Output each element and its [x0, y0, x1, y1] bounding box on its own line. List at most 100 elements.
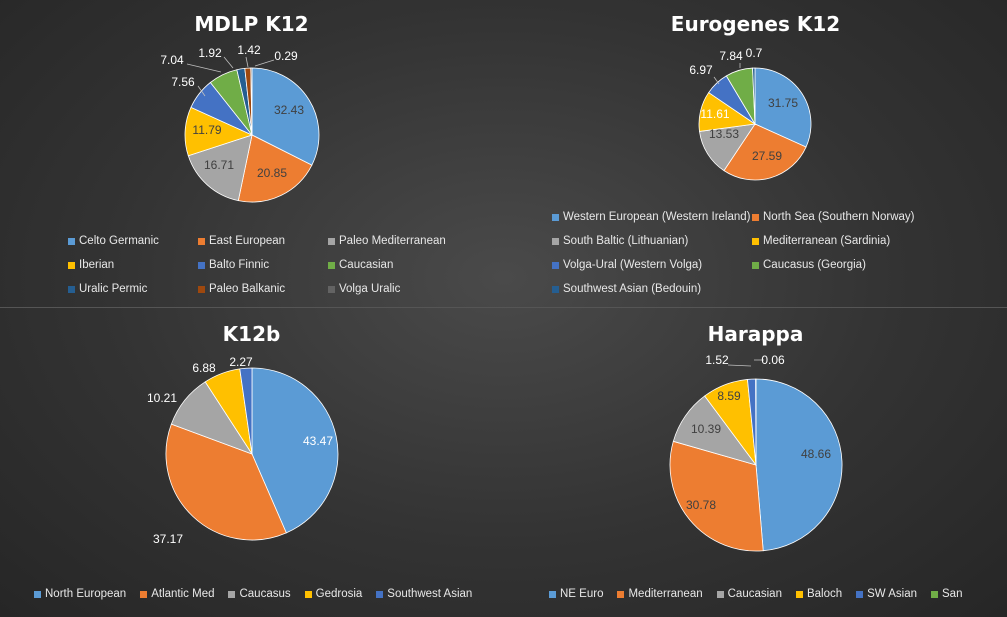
legend-item-volga-uralic[interactable]: Volga Uralic — [328, 279, 452, 299]
legend-label: Southwest Asian (Bedouin) — [563, 283, 702, 295]
data-label-caucasus: 10.21 — [147, 391, 177, 405]
legend-item-western-european-western-ireland[interactable]: Western European (Western Ireland) — [552, 207, 751, 227]
legend-swatch — [552, 213, 559, 221]
pie-slice-paleo-mediterranean[interactable] — [187, 134, 253, 202]
legend-item-caucasian[interactable]: Caucasian — [328, 255, 452, 275]
pie-slice-north-sea-southern-norway[interactable] — [723, 123, 807, 181]
legend-item-balto-finnic[interactable]: Balto Finnic — [198, 255, 322, 275]
legend-item-uralic-permic[interactable]: Uralic Permic — [68, 279, 192, 299]
legend-item-mediterranean[interactable]: Mediterranean — [617, 584, 703, 604]
data-label-caucasus-georgia: 7.84 — [719, 49, 743, 63]
chart-title: K12b — [223, 322, 281, 346]
legend-item-sw-asian[interactable]: SW Asian — [856, 584, 917, 604]
legend-swatch — [198, 237, 205, 245]
chart-legend: North European Atlantic Med Caucasus Gedros… — [34, 584, 472, 604]
legend-swatch — [752, 213, 759, 221]
legend-label: Celto Germanic — [79, 235, 159, 247]
legend-label: Mediterranean (Sardinia) — [763, 235, 891, 247]
legend-item-southwest-asian[interactable]: Southwest Asian — [376, 584, 472, 604]
pie-slice-southwest-asian[interactable] — [239, 367, 253, 455]
pie-chart-svg: Harappa 48.66 30.78 10.39 8.59 1.52 0.06 — [669, 322, 843, 552]
data-label-mediterranean: 30.78 — [686, 498, 716, 512]
data-label-western-european-western-ireland: 31.75 — [768, 96, 798, 110]
leader-line — [254, 59, 275, 67]
chart-panel-k12b: K12b 43.47 37.17 10.21 6.88 2.27 North Europea… — [0, 308, 503, 616]
legend-item-baloch[interactable]: Baloch — [795, 584, 843, 604]
pie-chart-svg: MDLP K12 32.43 20.85 16.71 11.79 7.56 7.04 1.92… — [160, 12, 320, 203]
legend-label: Mediterranean — [628, 588, 703, 600]
legend-label: Baloch — [806, 588, 843, 600]
legend-label: Volga Uralic — [339, 283, 401, 295]
pie-slice-east-european[interactable] — [237, 134, 313, 203]
legend-item-north-sea-southern-norway[interactable]: North Sea (Southern Norway) — [752, 207, 946, 227]
legend-swatch — [140, 590, 148, 598]
legend-label: Southwest Asian — [387, 588, 473, 600]
data-label-atlantic-med: 37.17 — [153, 532, 183, 546]
legend-swatch — [552, 237, 559, 245]
legend-item-paleo-balkanic[interactable]: Paleo Balkanic — [198, 279, 322, 299]
legend-item-ne-euro[interactable]: NE Euro — [549, 584, 603, 604]
legend-label: North European — [45, 588, 127, 600]
legend-label: Balto Finnic — [209, 259, 270, 271]
legend-label: NE Euro — [560, 588, 604, 600]
legend-swatch — [856, 590, 864, 598]
legend-label: San — [942, 588, 963, 600]
pie-slice-celto-germanic[interactable] — [251, 67, 320, 166]
data-label-north-sea-southern-norway: 27.59 — [752, 149, 782, 163]
pie-chart-svg: Eurogenes K12 31.75 27.59 13.53 11.61 6.97 7.8… — [671, 12, 840, 181]
legend-item-celto-germanic[interactable]: Celto Germanic — [68, 231, 192, 251]
pie-slice-western-european-western-ireland[interactable] — [754, 67, 812, 148]
legend-swatch — [549, 590, 556, 598]
legend-label: Caucasus — [239, 588, 291, 600]
chart-legend: Western European (Western Ireland) North … — [552, 207, 946, 299]
data-label-uralic-permic: 1.92 — [198, 46, 222, 60]
data-label-north-european: 43.47 — [303, 434, 333, 448]
legend-item-south-baltic-lithuanian[interactable]: South Baltic (Lithuanian) — [552, 231, 746, 251]
legend-swatch — [304, 590, 312, 598]
legend-swatch — [931, 590, 938, 598]
legend-item-caucasus-georgia[interactable]: Caucasus (Georgia) — [752, 255, 946, 275]
pie-slice-atlantic-med[interactable] — [165, 423, 287, 541]
data-label-caucasian: 10.39 — [691, 422, 721, 436]
legend-item-east-european[interactable]: East European — [198, 231, 322, 251]
pie-slice-southwest-asian-bedouin[interactable] — [752, 67, 756, 125]
legend-item-gedrosia[interactable]: Gedrosia — [304, 584, 363, 604]
legend-item-southwest-asian-bedouin[interactable]: Southwest Asian (Bedouin) — [552, 279, 746, 299]
data-label-paleo-balkanic: 1.42 — [237, 43, 261, 57]
legend-swatch — [198, 285, 205, 293]
legend-label: Iberian — [79, 259, 115, 271]
legend-item-caucasian[interactable]: Caucasian — [716, 584, 782, 604]
legend-swatch — [328, 237, 335, 245]
legend-swatch — [228, 590, 236, 598]
legend-item-paleo-mediterranean[interactable]: Paleo Mediterranean — [328, 231, 452, 251]
data-label-caucasian: 7.04 — [160, 53, 184, 67]
legend-item-mediterranean-sardinia[interactable]: Mediterranean (Sardinia) — [752, 231, 946, 251]
leader-line — [245, 56, 249, 68]
leader-line — [223, 56, 234, 69]
data-label-baloch: 8.59 — [717, 389, 741, 403]
pie-slice-north-european[interactable] — [251, 367, 339, 534]
legend-item-iberian[interactable]: Iberian — [68, 255, 192, 275]
data-label-volga-uralic: 0.29 — [274, 49, 298, 63]
legend-label: Gedrosia — [315, 588, 363, 600]
pie-slice-mediterranean[interactable] — [669, 440, 764, 552]
chart-title: Eurogenes K12 — [671, 12, 840, 36]
data-label-iberian: 11.79 — [192, 123, 221, 137]
legend-label: North Sea (Southern Norway) — [763, 211, 915, 223]
legend-item-north-european[interactable]: North European — [34, 584, 126, 604]
legend-item-volga-ural-western-volga[interactable]: Volga-Ural (Western Volga) — [552, 255, 746, 275]
legend-label: Caucasus (Georgia) — [763, 259, 866, 271]
data-label-san: 0.06 — [761, 353, 785, 367]
chart-title: Harappa — [708, 322, 804, 346]
legend-item-caucasus[interactable]: Caucasus — [228, 584, 291, 604]
legend-swatch — [68, 285, 75, 293]
legend-item-san[interactable]: San — [931, 584, 962, 604]
pie-slice-volga-uralic[interactable] — [250, 67, 253, 136]
pie-slice-ne-euro[interactable] — [755, 378, 843, 552]
legend-label: Uralic Permic — [79, 283, 148, 295]
legend-swatch — [328, 285, 335, 293]
legend-item-atlantic-med[interactable]: Atlantic Med — [140, 584, 214, 604]
data-label-volga-ural-western-volga: 6.97 — [689, 63, 713, 77]
legend-label: Volga-Ural (Western Volga) — [563, 259, 703, 271]
legend-swatch — [68, 261, 75, 269]
